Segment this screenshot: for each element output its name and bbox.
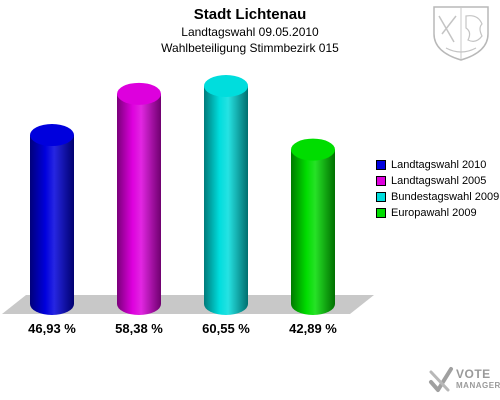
legend-item: Landtagswahl 2010 xyxy=(376,157,499,173)
bar-3 xyxy=(204,75,248,316)
chart-subtitle-election: Landtagswahl 09.05.2010 xyxy=(181,25,319,39)
bar-body xyxy=(30,135,74,315)
legend-swatch xyxy=(376,160,386,170)
bar-value-label: 60,55 % xyxy=(202,321,250,336)
bar-value-label: 42,89 % xyxy=(289,321,337,336)
chart-title: Stadt Lichtenau xyxy=(193,6,307,23)
legend-swatch xyxy=(376,192,386,202)
bar-body xyxy=(291,149,335,315)
bar-value-label: 58,38 % xyxy=(115,321,163,336)
bar-top xyxy=(204,75,248,98)
bar-2 xyxy=(117,82,161,315)
bar-value-label: 46,93 % xyxy=(28,321,76,336)
legend-item: Landtagswahl 2005 xyxy=(376,173,499,189)
bar-top xyxy=(117,82,161,105)
bar-top xyxy=(30,124,74,147)
logo-text-manager: MANAGER xyxy=(456,381,500,390)
bar-1 xyxy=(30,124,74,315)
bar-top xyxy=(291,138,335,161)
coat-of-arms-icon xyxy=(433,6,489,61)
legend-label: Bundestagswahl 2009 xyxy=(391,191,500,203)
bar-4 xyxy=(291,138,335,315)
legend-swatch xyxy=(376,208,386,218)
legend-swatch xyxy=(376,176,386,186)
legend-item: Europawahl 2009 xyxy=(376,205,499,221)
legend-label: Landtagswahl 2005 xyxy=(391,175,487,187)
chart-legend: Landtagswahl 2010 Landtagswahl 2005 Bundes… xyxy=(376,157,499,221)
vote-manager-check-icon xyxy=(429,367,453,392)
bar-body xyxy=(117,93,161,315)
chart-header: Stadt Lichtenau Landtagswahl 09.05.2010 … xyxy=(0,6,500,56)
chart-subtitle-district: Wahlbeteiligung Stimmbezirk 015 xyxy=(161,41,339,55)
legend-label: Europawahl 2009 xyxy=(391,207,477,219)
legend-item: Bundestagswahl 2009 xyxy=(376,189,499,205)
vote-manager-logo: VOTE MANAGER xyxy=(428,366,500,394)
bar-body xyxy=(204,86,248,316)
logo-text-vote: VOTE xyxy=(456,367,491,381)
chart-floor xyxy=(2,295,374,314)
legend-label: Landtagswahl 2010 xyxy=(391,159,487,171)
